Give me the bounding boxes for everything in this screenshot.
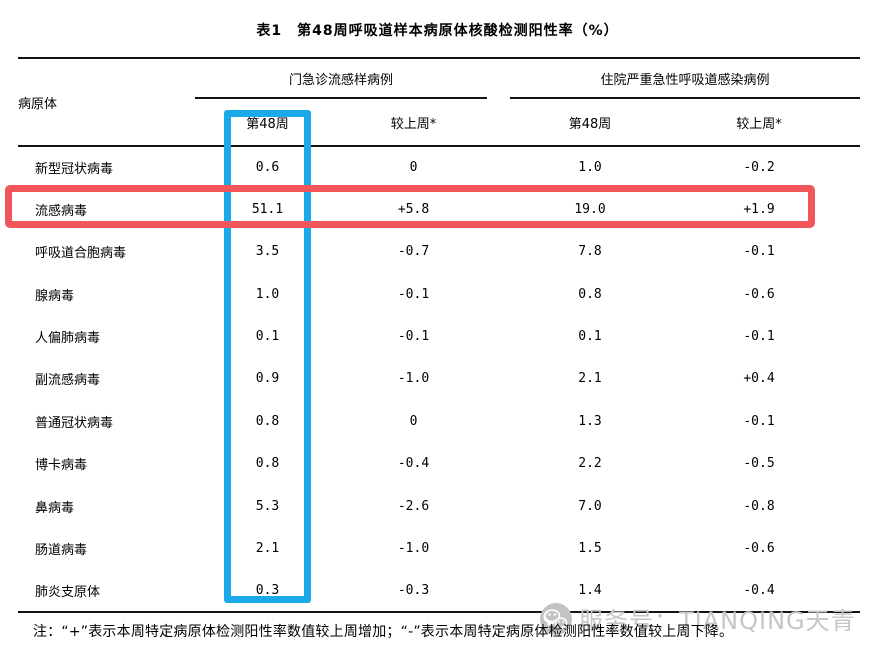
gap-cell: [487, 146, 510, 188]
gap-cell: [487, 315, 510, 357]
table-body: 新型冠状病毒 0.6 0 1.0 -0.2 流感病毒 51.1 +5.8 19.…: [18, 146, 861, 613]
table-row: 腺病毒 1.0 -0.1 0.8 -0.6: [18, 273, 860, 315]
table-row: 人偏肺病毒 0.1 -0.1 0.1 -0.1: [18, 315, 860, 357]
gap-cell: [487, 231, 510, 273]
column-gap: [487, 58, 511, 147]
pathogen-cell: 普通冠状病毒: [35, 415, 114, 431]
hosp-week-cell: 7.0: [578, 498, 602, 514]
pathogen-cell: 博卡病毒: [35, 458, 88, 474]
opd-week-cell: 0.3: [195, 569, 340, 613]
hosp-week-cell: 0.8: [578, 286, 602, 302]
hosp-week-cell: 7.8: [578, 244, 602, 260]
subheader-hosp-vs-lastweek: 较上周*: [670, 98, 861, 147]
wechat-icon: [539, 602, 573, 636]
hosp-change-cell: +0.4: [743, 371, 775, 387]
table-row: 呼吸道合胞病毒 3.5 -0.7 7.8 -0.1: [18, 231, 860, 273]
gap-cell: [487, 358, 510, 400]
table-row: 肺炎支原体 0.3 -0.3 1.4 -0.4: [18, 569, 861, 613]
pathogen-cell: 鼻病毒: [35, 500, 75, 516]
pathogen-cell: 肠道病毒: [35, 542, 88, 558]
pathogen-cell: 流感病毒: [35, 204, 88, 220]
opd-week-cell: 0.8: [255, 413, 280, 429]
opd-week-cell: 5.3: [255, 498, 280, 514]
opd-week-cell: 2.1: [255, 540, 280, 556]
hosp-change-cell: -0.8: [743, 498, 775, 514]
pathogen-cell: 腺病毒: [35, 288, 75, 304]
positivity-rate-table: 病原体 门急诊流感样病例 住院严重急性呼吸道感染病例 第48周 较上周* 第48…: [18, 57, 861, 613]
hosp-week-cell: 1.5: [578, 540, 602, 556]
subheader-opd-week48: 第48周: [195, 98, 340, 147]
opd-week-cell: 0.9: [255, 371, 280, 387]
gap-cell: [487, 527, 510, 569]
hosp-week-cell: 19.0: [574, 202, 606, 218]
gap-cell: [487, 188, 510, 230]
gap-cell: [487, 569, 511, 613]
opd-change-cell: 0: [409, 160, 418, 176]
table-row: 博卡病毒 0.8 -0.4 2.2 -0.5: [18, 443, 860, 485]
opd-week-cell: 51.1: [251, 202, 284, 218]
watermark-text: 服务号：TIANQING天青: [579, 607, 856, 635]
hosp-change-cell: +1.9: [743, 202, 775, 218]
gap-cell: [487, 485, 510, 527]
pathogen-cell: 副流感病毒: [35, 373, 101, 389]
hosp-change-cell: -0.1: [743, 413, 775, 429]
table-row: 普通冠状病毒 0.8 0 1.3 -0.1: [18, 400, 860, 442]
subheader-opd-vs-lastweek: 较上周*: [340, 98, 488, 147]
pathogen-column-header: 病原体: [18, 58, 195, 147]
opd-week-cell: 1.0: [255, 286, 280, 302]
opd-change-cell: 0: [409, 413, 418, 429]
watermark: 服务号：TIANQING天青: [539, 601, 856, 636]
hosp-week-cell: 1.0: [578, 160, 602, 176]
opd-change-cell: -0.1: [397, 286, 430, 302]
pathogen-cell: 新型冠状病毒: [35, 162, 114, 178]
opd-change-cell: -2.6: [397, 498, 430, 514]
pathogen-cell: 肺炎支原体: [18, 569, 195, 613]
hosp-change-cell: -0.5: [743, 456, 775, 472]
opd-week-cell: 0.6: [255, 160, 280, 176]
table-row: 副流感病毒 0.9 -1.0 2.1 +0.4: [18, 358, 860, 400]
hosp-week-cell: 0.1: [578, 329, 602, 345]
hosp-week-cell: 2.2: [578, 456, 602, 472]
hosp-change-cell: -0.2: [743, 160, 775, 176]
gap-cell: [487, 273, 510, 315]
opd-change-cell: +5.8: [397, 202, 430, 218]
opd-change-cell: -0.1: [397, 329, 430, 345]
hosp-change-cell: -0.1: [743, 244, 775, 260]
table-title: 表1 第48周呼吸道样本病原体核酸检测阳性率（%）: [256, 23, 619, 39]
opd-change-cell: -0.7: [397, 244, 430, 260]
table-row: 肠道病毒 2.1 -1.0 1.5 -0.6: [18, 527, 860, 569]
hosp-change-cell: -0.6: [743, 286, 775, 302]
table-row: 鼻病毒 5.3 -2.6 7.0 -0.8: [18, 485, 860, 527]
opd-change-cell: -1.0: [397, 540, 430, 556]
opd-change-cell: -0.3: [340, 569, 488, 613]
hosp-change-cell: -0.1: [743, 329, 775, 345]
group-header-hospitalized: 住院严重急性呼吸道感染病例: [510, 58, 861, 99]
opd-change-cell: -1.0: [397, 371, 430, 387]
hosp-week-cell: 2.1: [578, 371, 602, 387]
gap-cell: [487, 400, 510, 442]
opd-week-cell: 3.5: [255, 244, 280, 260]
footnote: 注：“+”表示本周特定病原体检测阳性率数值较上周增加；“-”表示本周特定病原体检…: [33, 624, 734, 640]
pathogen-cell: 人偏肺病毒: [35, 331, 101, 347]
hosp-week-cell: 1.4: [510, 569, 671, 613]
gap-cell: [487, 443, 510, 485]
hosp-change-cell: -0.4: [670, 569, 861, 613]
subheader-hosp-week48: 第48周: [510, 98, 671, 147]
table-row: 流感病毒 51.1 +5.8 19.0 +1.9: [18, 188, 860, 230]
opd-week-cell: 0.8: [255, 456, 280, 472]
hosp-change-cell: -0.6: [743, 540, 775, 556]
opd-change-cell: -0.4: [397, 456, 430, 472]
group-header-outpatient: 门急诊流感样病例: [195, 58, 488, 99]
table-row: 新型冠状病毒 0.6 0 1.0 -0.2: [18, 146, 860, 188]
pathogen-cell: 呼吸道合胞病毒: [35, 246, 127, 262]
hosp-week-cell: 1.3: [578, 413, 602, 429]
opd-week-cell: 0.1: [255, 329, 280, 345]
